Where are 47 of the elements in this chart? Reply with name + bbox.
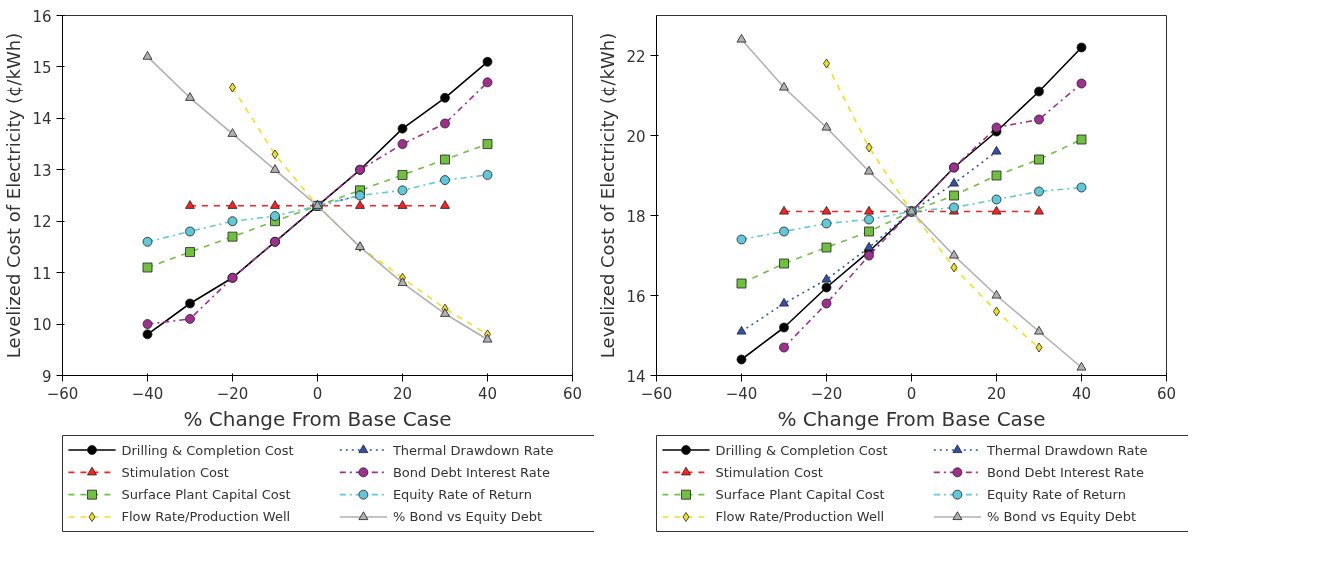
y-tick-label: 9 — [41, 367, 52, 386]
y-tick-label: 15 — [32, 58, 52, 77]
legend-label: Surface Plant Capital Cost — [715, 487, 885, 503]
x-tick-label: 0 — [312, 384, 323, 403]
legend-label: Thermal Drawdown Rate — [391, 442, 554, 458]
legend-label: Bond Debt Interest Rate — [392, 464, 550, 480]
legend-label: Drilling & Completion Cost — [121, 442, 294, 458]
x-tick-label: −20 — [810, 384, 843, 403]
legend-label: Flow Rate/Production Well — [715, 509, 885, 525]
legend-label: Equity Rate of Return — [392, 487, 532, 503]
x-tick-label: 40 — [1071, 384, 1092, 403]
y-tick-label: 16 — [626, 287, 646, 306]
y-axis-title: Levelized Cost of Electricity (¢/kWh) — [3, 32, 25, 359]
x-tick-label: −40 — [131, 384, 164, 403]
y-tick-label: 20 — [626, 127, 646, 146]
x-tick-label: −60 — [640, 384, 673, 403]
y-tick-label: 14 — [32, 110, 52, 129]
x-tick-label: 20 — [392, 384, 413, 403]
y-tick-label: 12 — [32, 213, 52, 232]
x-tick-label: 60 — [1156, 384, 1177, 403]
legend-label: Equity Rate of Return — [986, 487, 1126, 503]
legend-label: Thermal Drawdown Rate — [985, 442, 1148, 458]
x-tick-label: 0 — [906, 384, 917, 403]
y-axis-title: Levelized Cost of Electricity (¢/kWh) — [597, 32, 619, 359]
legend-label: % Bond vs Equity Debt — [392, 509, 543, 525]
x-tick-label: 40 — [477, 384, 498, 403]
y-tick-label: 10 — [32, 316, 52, 335]
legend-label: % Bond vs Equity Debt — [986, 509, 1137, 525]
legend-label: Flow Rate/Production Well — [121, 509, 291, 525]
y-tick-label: 18 — [626, 207, 646, 226]
legend-label: Stimulation Cost — [715, 464, 823, 480]
x-tick-label: 60 — [562, 384, 583, 403]
y-tick-label: 16 — [32, 7, 52, 26]
x-axis-title: % Change From Base Case — [777, 406, 1046, 431]
x-tick-label: −40 — [725, 384, 758, 403]
legend-label: Surface Plant Capital Cost — [121, 487, 291, 503]
legend-label: Stimulation Cost — [121, 464, 229, 480]
y-tick-label: 22 — [626, 47, 646, 66]
legend-label: Drilling & Completion Cost — [715, 442, 888, 458]
y-tick-label: 13 — [32, 161, 52, 180]
x-tick-label: 20 — [986, 384, 1007, 403]
y-tick-label: 11 — [32, 264, 52, 283]
y-tick-label: 14 — [626, 367, 646, 386]
x-tick-label: −20 — [216, 384, 249, 403]
x-axis-title: % Change From Base Case — [183, 406, 452, 431]
x-tick-label: −60 — [46, 384, 79, 403]
legend-label: Bond Debt Interest Rate — [986, 464, 1144, 480]
